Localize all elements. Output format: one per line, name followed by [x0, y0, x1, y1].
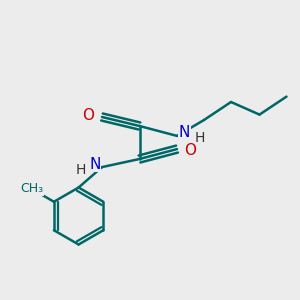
Text: H: H	[194, 131, 205, 145]
Text: H: H	[75, 163, 86, 176]
Text: O: O	[82, 108, 94, 123]
Text: CH₃: CH₃	[20, 182, 43, 196]
Text: O: O	[184, 143, 196, 158]
Text: N: N	[89, 157, 100, 172]
Text: N: N	[178, 125, 190, 140]
